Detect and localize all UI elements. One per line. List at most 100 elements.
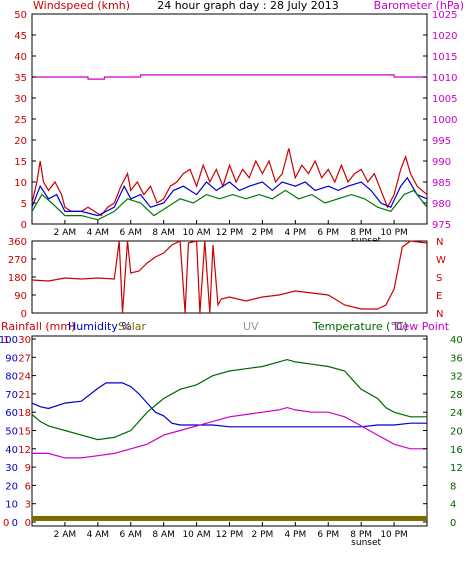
time-tick-label: 10 PM bbox=[380, 530, 408, 540]
climate-plot bbox=[31, 358, 427, 521]
time-tick-label: 10 AM bbox=[182, 228, 210, 238]
time-tick-label: 12 PM bbox=[216, 530, 244, 540]
time-tick-label: 2 AM bbox=[54, 228, 77, 238]
humidity-tick-label: 50 bbox=[5, 427, 18, 438]
time-tick-label: 4 PM bbox=[284, 228, 306, 238]
temperature-tick-label: 20 bbox=[450, 427, 463, 438]
series-barometer bbox=[32, 74, 428, 80]
time-tick-label: 8 AM bbox=[152, 228, 175, 238]
windspeed-tick-label: 25 bbox=[14, 115, 27, 126]
humidity-tick-label: 10 bbox=[5, 500, 18, 511]
solar-tick-label: 24 bbox=[18, 372, 31, 383]
series-temperature bbox=[31, 358, 427, 441]
solar-tick-label: 3 bbox=[25, 500, 31, 511]
time-tick-label: 6 PM bbox=[317, 530, 339, 540]
solar-tick-label: 9 bbox=[25, 463, 31, 474]
compass-label-e: E bbox=[436, 291, 442, 302]
solar-tick-label: 18 bbox=[18, 408, 31, 419]
series-direction bbox=[31, 240, 428, 314]
windspeed-tick-label: 35 bbox=[14, 73, 27, 84]
dewpoint-axis-title: Dew Point bbox=[394, 320, 450, 333]
humidity-axis-title: Humidity % bbox=[68, 320, 132, 333]
time-tick-label: 8 PM bbox=[350, 530, 372, 540]
temperature-tick-label: 16 bbox=[450, 445, 463, 456]
compass-label-w: W bbox=[436, 255, 446, 266]
direction-tick-label: 0 bbox=[21, 309, 27, 320]
chart-title: 24 hour graph day : 28 July 2013 bbox=[157, 0, 339, 12]
barometer-axis-title: Barometer (hPa) bbox=[374, 0, 464, 12]
solar-tick-label: 12 bbox=[18, 445, 31, 456]
series-solar bbox=[32, 515, 427, 521]
humidity-tick-label: 90 bbox=[5, 353, 18, 364]
solar-tick-label: 6 bbox=[25, 481, 31, 492]
humidity-tick-label: 30 bbox=[5, 463, 18, 474]
humidity-tick-label: 70 bbox=[5, 390, 18, 401]
time-tick-label: 10 AM bbox=[182, 530, 210, 540]
barometer-tick-label: 985 bbox=[432, 178, 451, 189]
direction-plot bbox=[31, 240, 428, 314]
temperature-tick-label: 12 bbox=[450, 463, 463, 474]
humidity-tick-label: 80 bbox=[5, 372, 18, 383]
humidity-tick-label: 100 bbox=[0, 335, 18, 346]
windspeed-tick-label: 20 bbox=[14, 136, 27, 147]
compass-label-n: N bbox=[436, 309, 443, 320]
temperature-axis-title: Temperature (°C) bbox=[312, 320, 408, 333]
time-tick-label: 6 PM bbox=[317, 228, 339, 238]
solar-tick-label: 21 bbox=[18, 390, 31, 401]
time-tick-label: 10 PM bbox=[380, 228, 408, 238]
barometer-tick-label: 1020 bbox=[432, 31, 457, 42]
windspeed-tick-label: 0 bbox=[21, 220, 27, 231]
temperature-tick-label: 32 bbox=[450, 372, 463, 383]
barometer-tick-label: 1000 bbox=[432, 115, 457, 126]
wind-plot bbox=[31, 74, 428, 221]
time-tick-label: 4 PM bbox=[284, 530, 306, 540]
time-tick-label: 6 AM bbox=[119, 228, 142, 238]
barometer-tick-label: 980 bbox=[432, 199, 451, 210]
humidity-tick-label: 0 bbox=[12, 518, 18, 529]
wind-plot-frame bbox=[31, 13, 428, 225]
wind-axis-ticks: 0510152025303540455097598098599099510001… bbox=[14, 10, 457, 246]
compass-label-s: S bbox=[436, 273, 442, 284]
windspeed-tick-label: 5 bbox=[21, 199, 27, 210]
time-tick-label: 4 AM bbox=[87, 530, 110, 540]
humidity-tick-label: 60 bbox=[5, 408, 18, 419]
humidity-tick-label: 20 bbox=[5, 481, 18, 492]
time-tick-label: 2 PM bbox=[252, 530, 274, 540]
series-average bbox=[31, 176, 428, 217]
windspeed-tick-label: 15 bbox=[14, 157, 27, 168]
temperature-tick-label: 0 bbox=[450, 518, 456, 529]
series-dew-point bbox=[32, 406, 427, 459]
windspeed-axis-title: Windspeed (kmh) bbox=[33, 0, 130, 12]
direction-tick-label: 90 bbox=[14, 291, 27, 302]
time-tick-label: 8 AM bbox=[152, 530, 175, 540]
rainfall-axis-title: Rainfall (mm) bbox=[1, 320, 75, 333]
uv-axis-title: UV bbox=[243, 320, 259, 333]
climate-axis-ticks: 0101020304050607080901000369121518212427… bbox=[0, 335, 463, 548]
time-tick-label: 8 PM bbox=[350, 228, 372, 238]
time-tick-label: 2 AM bbox=[54, 530, 77, 540]
rainfall-tick-label: 0 bbox=[3, 518, 9, 529]
barometer-tick-label: 1025 bbox=[432, 10, 457, 21]
solar-tick-label: 15 bbox=[18, 427, 31, 438]
humidity-tick-label: 40 bbox=[5, 445, 18, 456]
time-tick-label: 12 PM bbox=[216, 228, 244, 238]
barometer-tick-label: 975 bbox=[432, 220, 451, 231]
solar-tick-label: 30 bbox=[18, 335, 31, 346]
windspeed-tick-label: 50 bbox=[14, 10, 27, 21]
temperature-tick-label: 36 bbox=[450, 353, 463, 364]
temperature-tick-label: 24 bbox=[450, 408, 463, 419]
temperature-tick-label: 4 bbox=[450, 500, 456, 511]
time-tick-label: 2 PM bbox=[252, 228, 274, 238]
solar-tick-label: 0 bbox=[25, 518, 31, 529]
windspeed-tick-label: 10 bbox=[14, 178, 27, 189]
barometer-tick-label: 1015 bbox=[432, 52, 457, 63]
time-tick-label: 4 AM bbox=[87, 228, 110, 238]
windspeed-tick-label: 45 bbox=[14, 31, 27, 42]
barometer-tick-label: 1010 bbox=[432, 73, 457, 84]
sunset-label: sunset bbox=[351, 538, 381, 548]
direction-tick-label: 180 bbox=[8, 273, 27, 284]
barometer-tick-label: 995 bbox=[432, 136, 451, 147]
rainfall-tick-label: 1 bbox=[3, 335, 9, 346]
